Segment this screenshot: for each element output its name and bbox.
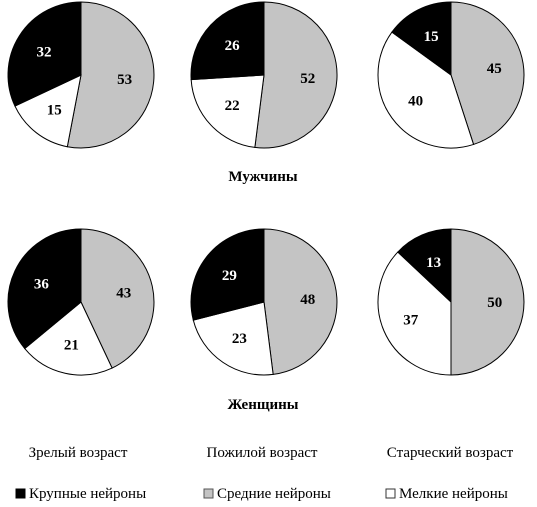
- pie-slice-large: [7, 228, 82, 350]
- pie-slice-label-medium: 52: [300, 71, 315, 87]
- pie-slice-label-medium: 43: [116, 285, 131, 301]
- pie-slice-small: [377, 31, 475, 149]
- pie-slice-label-small: 40: [408, 94, 423, 110]
- pie-slice-medium: [450, 228, 525, 376]
- legend-label-small: Мелкие нейроны: [399, 486, 508, 502]
- legend-swatch-large: [15, 488, 26, 499]
- group-title-men: Мужчины: [228, 169, 298, 185]
- group-title-women: Женщины: [227, 397, 298, 413]
- pie-1-2: 50 37 13: [377, 228, 525, 376]
- pie-slice-label-small: 22: [225, 98, 240, 114]
- pie-slice-medium: [263, 228, 338, 375]
- pie-slice-medium: [80, 228, 155, 369]
- pie-grid: 53 15 32 52 22 26 45 40 15 43 21 36 48 23 29 50 37 13: [7, 1, 525, 376]
- pie-0-0: 53 15 32: [7, 1, 155, 149]
- pie-slice-label-large: 32: [37, 45, 52, 61]
- pie-slice-label-large: 13: [426, 255, 441, 271]
- pie-slice-label-large: 36: [34, 276, 50, 292]
- age-label-senile: Старческий возраст: [387, 445, 514, 461]
- pie-slice-large: [391, 1, 452, 76]
- pie-slice-label-large: 29: [222, 268, 237, 284]
- pie-1-1: 48 23 29: [190, 228, 338, 376]
- pie-0-2: 45 40 15: [377, 1, 525, 149]
- pie-slice-large: [7, 1, 82, 107]
- pie-1-0: 43 21 36: [7, 228, 155, 376]
- pie-slice-small: [192, 301, 274, 376]
- pie-slice-medium: [66, 1, 155, 149]
- pie-slice-label-medium: 48: [300, 292, 315, 308]
- pie-slice-label-medium: 45: [487, 61, 502, 77]
- pie-slice-small: [190, 74, 265, 148]
- pie-slice-large: [190, 228, 265, 321]
- pie-0-1: 52 22 26: [190, 1, 338, 149]
- age-label-elderly: Пожилой возраст: [207, 445, 318, 461]
- pie-slice-small: [24, 301, 113, 376]
- pie-slice-label-small: 21: [64, 338, 79, 354]
- pie-slice-label-small: 15: [47, 103, 62, 119]
- pie-slice-label-medium: 50: [487, 295, 502, 311]
- pie-slice-label-small: 37: [403, 312, 419, 328]
- pie-slice-label-small: 23: [232, 331, 247, 347]
- pie-slice-small: [14, 74, 82, 148]
- legend-label-large: Крупные нейроны: [29, 486, 146, 502]
- pie-slice-medium: [450, 1, 525, 146]
- pie-slice-large: [397, 228, 452, 304]
- pie-slice-label-medium: 53: [117, 72, 132, 88]
- age-label-mature: Зрелый возраст: [29, 445, 128, 461]
- legend-swatch-small: [385, 488, 396, 499]
- pie-slice-small: [377, 251, 452, 376]
- legend: Крупные нейроны Средние нейроны Мелкие н…: [15, 486, 508, 502]
- pie-slice-medium: [254, 1, 338, 149]
- legend-swatch-medium: [203, 488, 214, 499]
- pie-slice-large: [190, 1, 265, 81]
- pie-slice-label-large: 15: [424, 29, 439, 45]
- legend-label-medium: Средние нейроны: [217, 486, 331, 502]
- pie-slice-label-large: 26: [225, 38, 241, 54]
